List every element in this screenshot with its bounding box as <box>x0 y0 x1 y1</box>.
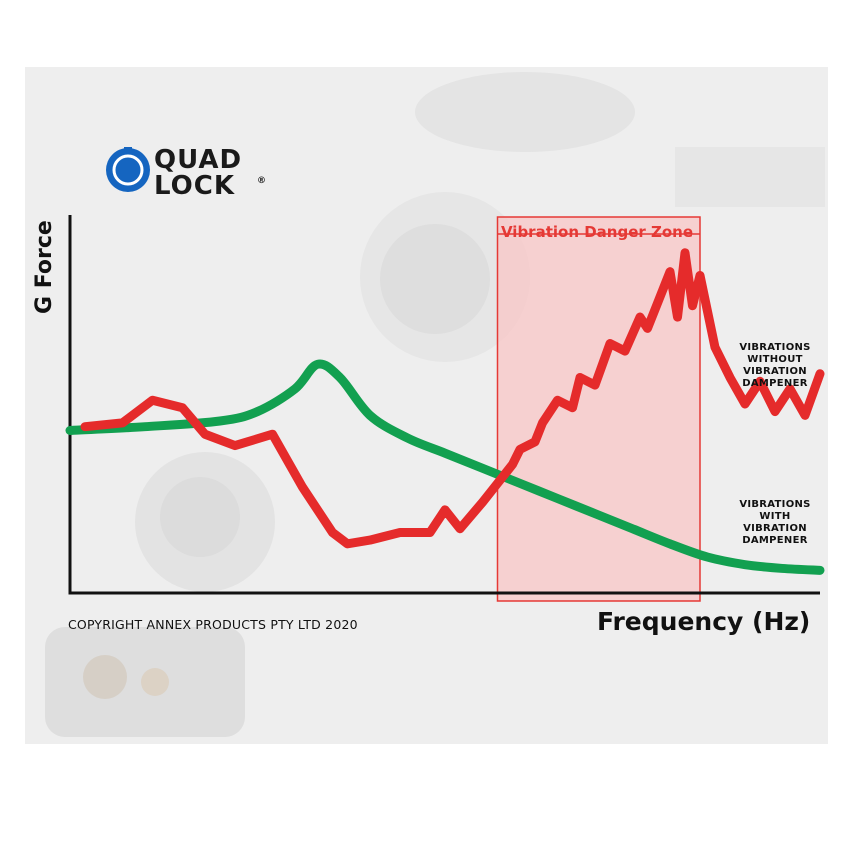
series-line-with-dampener <box>65 359 825 575</box>
chart-series-lines <box>65 248 825 575</box>
logo-registered-mark: ® <box>257 176 267 186</box>
logo-text-quad: QUAD <box>154 145 243 175</box>
danger-zone-label: Vibration Danger Zone <box>500 223 694 241</box>
copyright-notice: COPYRIGHT ANNEX PRODUCTS PTY LTD 2020 <box>68 617 358 632</box>
chart <box>45 72 825 737</box>
chart-panel: QUAD LOCK ® G Force Frequency (Hz) Vibra… <box>25 67 828 744</box>
background-scenery <box>45 72 825 737</box>
x-axis-label: Frequency (Hz) <box>597 607 811 636</box>
quad-lock-logo-icon <box>106 147 150 192</box>
series-label-without-dampener: VIBRATIONS WITHOUT VIBRATION DAMPENER <box>739 342 811 389</box>
logo-text-lock: LOCK <box>154 171 235 201</box>
series-line-without-dampener <box>80 248 825 549</box>
y-axis-label: G Force <box>32 220 57 314</box>
series-label-with-dampener: VIBRATIONS WITH VIBRATION DAMPENER <box>739 499 811 546</box>
chart-axes <box>68 215 820 595</box>
